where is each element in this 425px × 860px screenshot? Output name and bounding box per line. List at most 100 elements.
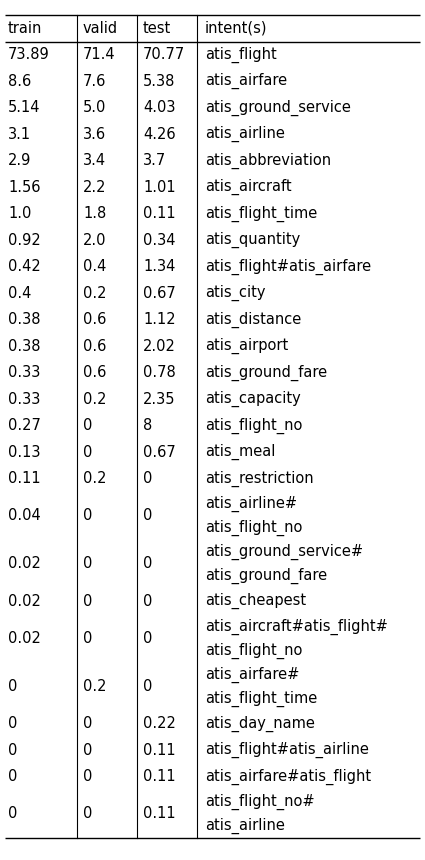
Text: atis_airfare: atis_airfare [205, 73, 287, 89]
Text: 0.2: 0.2 [83, 392, 107, 407]
Text: 1.12: 1.12 [143, 312, 176, 328]
Text: 0: 0 [83, 445, 92, 460]
Text: 0.02: 0.02 [8, 631, 41, 646]
Text: atis_flight_no: atis_flight_no [205, 642, 302, 659]
Text: atis_ground_fare: atis_ground_fare [205, 568, 327, 584]
Text: atis_capacity: atis_capacity [205, 391, 301, 408]
Text: 0.4: 0.4 [8, 286, 31, 301]
Text: 0.4: 0.4 [83, 259, 106, 274]
Text: 1.34: 1.34 [143, 259, 176, 274]
Text: 0: 0 [83, 631, 92, 646]
Text: 5.14: 5.14 [8, 101, 40, 115]
Text: 4.26: 4.26 [143, 126, 176, 142]
Text: 0.11: 0.11 [143, 743, 176, 758]
Text: 2.0: 2.0 [83, 233, 107, 248]
Text: 0.6: 0.6 [83, 339, 106, 353]
Text: 0: 0 [8, 679, 17, 694]
Text: atis_abbreviation: atis_abbreviation [205, 152, 331, 169]
Text: 0.2: 0.2 [83, 471, 107, 486]
Text: 0: 0 [83, 593, 92, 609]
Text: 5.38: 5.38 [143, 74, 176, 89]
Text: atis_flight_time: atis_flight_time [205, 691, 317, 707]
Text: atis_cheapest: atis_cheapest [205, 593, 306, 610]
Text: 2.9: 2.9 [8, 153, 31, 169]
Text: 0.33: 0.33 [8, 392, 40, 407]
Text: train: train [8, 21, 42, 36]
Text: atis_airline: atis_airline [205, 818, 285, 834]
Text: 71.4: 71.4 [83, 47, 116, 62]
Text: 1.01: 1.01 [143, 180, 176, 194]
Text: 0: 0 [143, 508, 153, 524]
Text: 2.2: 2.2 [83, 180, 107, 194]
Text: 0.27: 0.27 [8, 418, 41, 433]
Text: 1.0: 1.0 [8, 206, 31, 221]
Text: atis_day_name: atis_day_name [205, 716, 315, 732]
Text: atis_airfare#: atis_airfare# [205, 666, 299, 683]
Text: 0: 0 [83, 716, 92, 731]
Text: 0.11: 0.11 [8, 471, 41, 486]
Text: 70.77: 70.77 [143, 47, 185, 62]
Text: 0: 0 [143, 556, 153, 572]
Text: atis_flight_no#: atis_flight_no# [205, 794, 314, 810]
Text: atis_ground_fare: atis_ground_fare [205, 365, 327, 381]
Text: 0.67: 0.67 [143, 445, 176, 460]
Text: 0.22: 0.22 [143, 716, 176, 731]
Text: 3.4: 3.4 [83, 153, 106, 169]
Text: 0: 0 [83, 418, 92, 433]
Text: atis_flight_no: atis_flight_no [205, 418, 302, 433]
Text: 0: 0 [143, 631, 153, 646]
Text: 0.78: 0.78 [143, 366, 176, 380]
Text: 73.89: 73.89 [8, 47, 50, 62]
Text: 0.11: 0.11 [143, 769, 176, 784]
Text: 8.6: 8.6 [8, 74, 31, 89]
Text: 0.02: 0.02 [8, 593, 41, 609]
Text: atis_airline#: atis_airline# [205, 496, 297, 512]
Text: atis_airfare#atis_flight: atis_airfare#atis_flight [205, 769, 371, 785]
Text: 0.6: 0.6 [83, 312, 106, 328]
Text: atis_aircraft#atis_flight#: atis_aircraft#atis_flight# [205, 618, 388, 635]
Text: 0.38: 0.38 [8, 312, 40, 328]
Text: atis_distance: atis_distance [205, 311, 301, 328]
Text: 0: 0 [83, 508, 92, 524]
Text: 4.03: 4.03 [143, 101, 176, 115]
Text: atis_flight#atis_airline: atis_flight#atis_airline [205, 742, 369, 759]
Text: 0.2: 0.2 [83, 286, 107, 301]
Text: 0.2: 0.2 [83, 679, 107, 694]
Text: 0.34: 0.34 [143, 233, 176, 248]
Text: 2.02: 2.02 [143, 339, 176, 353]
Text: atis_airline: atis_airline [205, 126, 285, 143]
Text: valid: valid [83, 21, 118, 36]
Text: 8: 8 [143, 418, 152, 433]
Text: 0.38: 0.38 [8, 339, 40, 353]
Text: atis_flight_no: atis_flight_no [205, 520, 302, 536]
Text: 0.13: 0.13 [8, 445, 40, 460]
Text: 3.7: 3.7 [143, 153, 166, 169]
Text: 7.6: 7.6 [83, 74, 106, 89]
Text: 3.6: 3.6 [83, 126, 106, 142]
Text: atis_city: atis_city [205, 286, 266, 301]
Text: 2.35: 2.35 [143, 392, 176, 407]
Text: 0: 0 [83, 556, 92, 572]
Text: atis_aircraft: atis_aircraft [205, 179, 292, 195]
Text: 0.11: 0.11 [143, 206, 176, 221]
Text: 1.8: 1.8 [83, 206, 106, 221]
Text: atis_restriction: atis_restriction [205, 470, 314, 487]
Text: atis_ground_service#: atis_ground_service# [205, 544, 363, 560]
Text: 0.6: 0.6 [83, 366, 106, 380]
Text: 0.92: 0.92 [8, 233, 41, 248]
Text: 0.42: 0.42 [8, 259, 41, 274]
Text: 0: 0 [83, 769, 92, 784]
Text: 3.1: 3.1 [8, 126, 31, 142]
Text: 0: 0 [8, 769, 17, 784]
Text: 0.67: 0.67 [143, 286, 176, 301]
Text: atis_quantity: atis_quantity [205, 232, 300, 249]
Text: atis_meal: atis_meal [205, 444, 275, 460]
Text: 0: 0 [83, 807, 92, 821]
Text: 0: 0 [143, 471, 153, 486]
Text: 0: 0 [8, 807, 17, 821]
Text: atis_flight: atis_flight [205, 46, 277, 63]
Text: 0.33: 0.33 [8, 366, 40, 380]
Text: test: test [143, 21, 171, 36]
Text: intent(s): intent(s) [205, 21, 267, 36]
Text: 0: 0 [8, 716, 17, 731]
